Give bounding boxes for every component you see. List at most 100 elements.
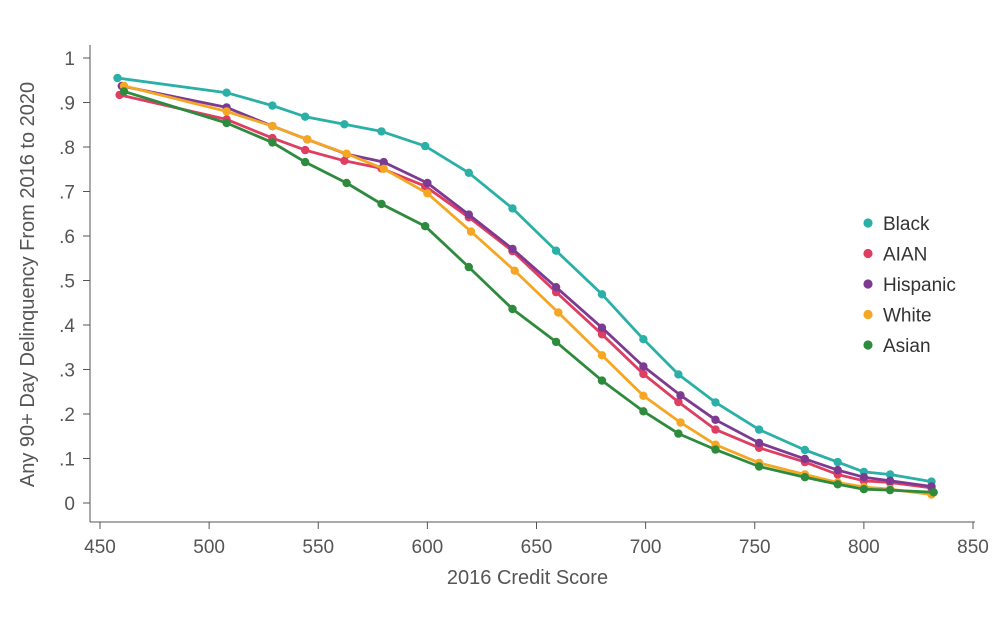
data-point-black bbox=[674, 370, 683, 379]
data-point-white bbox=[423, 189, 432, 198]
data-point-black bbox=[421, 141, 430, 151]
data-point-white bbox=[676, 418, 685, 427]
data-point-asian bbox=[268, 138, 277, 147]
data-point-asian bbox=[639, 407, 648, 416]
x-tick-label: 800 bbox=[848, 537, 880, 558]
data-point-asian bbox=[885, 485, 895, 495]
legend: Black AIAN Hispanic White Asian bbox=[863, 214, 956, 357]
data-point-hispanic bbox=[711, 415, 720, 424]
x-tick-label: 550 bbox=[302, 537, 334, 558]
data-point-hispanic bbox=[754, 438, 764, 448]
y-axis-ticks: 0 .1 .2 .3 .4 .5 .6 .7 .8 .9 1 bbox=[59, 49, 90, 515]
data-point-hispanic bbox=[379, 157, 388, 167]
data-point-asian bbox=[597, 376, 607, 385]
data-point-white bbox=[466, 227, 476, 236]
data-point-white bbox=[268, 121, 277, 131]
y-tick-label: .3 bbox=[59, 361, 75, 382]
data-point-asian bbox=[342, 178, 351, 188]
y-tick-label: .7 bbox=[59, 183, 75, 204]
y-tick-label: .1 bbox=[59, 450, 75, 471]
data-point-hispanic bbox=[551, 283, 561, 292]
data-point-black bbox=[222, 88, 231, 97]
legend-label: AIAN bbox=[883, 245, 927, 266]
y-axis-title: Any 90+ Day Delinquency From 2016 to 202… bbox=[17, 82, 39, 487]
data-point-black bbox=[377, 127, 386, 136]
legend-marker bbox=[863, 218, 873, 228]
legend-marker bbox=[863, 340, 873, 350]
data-point-aian bbox=[711, 425, 720, 434]
legend-label: Asian bbox=[883, 336, 931, 357]
x-axis-ticks: 450 500 550 600 650 700 750 800 850 bbox=[84, 522, 989, 558]
data-point-aian bbox=[301, 145, 310, 155]
legend-label: Black bbox=[883, 214, 930, 235]
series-layer bbox=[113, 73, 938, 499]
x-tick-label: 600 bbox=[412, 537, 444, 558]
series-hispanic bbox=[117, 81, 936, 491]
data-point-black bbox=[464, 168, 473, 177]
legend-marker bbox=[863, 248, 873, 259]
data-point-black bbox=[754, 425, 764, 434]
data-point-white bbox=[379, 164, 388, 173]
y-tick-label: .4 bbox=[59, 316, 75, 337]
series-line-hispanic bbox=[120, 84, 933, 488]
x-tick-label: 850 bbox=[957, 537, 989, 558]
y-tick-label: .5 bbox=[59, 272, 75, 293]
data-point-hispanic bbox=[597, 323, 607, 332]
data-point-white bbox=[303, 135, 312, 144]
data-point-black bbox=[551, 246, 561, 255]
series-black bbox=[113, 73, 936, 486]
data-point-asian bbox=[119, 87, 129, 96]
data-point-black bbox=[508, 204, 517, 213]
data-point-black bbox=[113, 73, 122, 83]
x-tick-label: 450 bbox=[84, 537, 116, 558]
data-point-hispanic bbox=[676, 391, 685, 400]
data-point-asian bbox=[551, 337, 561, 347]
data-point-white bbox=[554, 308, 563, 317]
series-white bbox=[119, 81, 936, 499]
data-point-white bbox=[222, 107, 231, 116]
data-point-asian bbox=[711, 445, 720, 454]
data-point-asian bbox=[222, 118, 231, 128]
data-point-black bbox=[301, 112, 310, 121]
data-point-hispanic bbox=[639, 362, 648, 371]
data-point-hispanic bbox=[508, 244, 517, 254]
series-line-aian bbox=[118, 93, 933, 490]
data-point-black bbox=[711, 398, 720, 407]
series-asian bbox=[119, 87, 938, 497]
data-point-hispanic bbox=[833, 465, 842, 475]
y-tick-label: .9 bbox=[59, 94, 75, 115]
data-point-asian bbox=[929, 488, 938, 497]
data-point-white bbox=[342, 149, 351, 158]
legend-label: White bbox=[883, 306, 932, 327]
data-point-asian bbox=[377, 199, 386, 209]
data-point-hispanic bbox=[800, 454, 810, 464]
data-point-asian bbox=[833, 480, 842, 489]
x-tick-label: 700 bbox=[630, 537, 662, 558]
data-point-black bbox=[885, 470, 895, 479]
data-point-aian bbox=[597, 330, 607, 339]
x-tick-label: 650 bbox=[521, 537, 553, 558]
x-tick-label: 500 bbox=[193, 537, 225, 558]
data-point-aian bbox=[639, 369, 648, 379]
data-point-black bbox=[833, 457, 842, 467]
y-tick-label: .6 bbox=[59, 227, 75, 248]
series-line-asian bbox=[122, 90, 936, 494]
data-point-asian bbox=[301, 157, 310, 167]
x-tick-label: 750 bbox=[739, 537, 771, 558]
y-tick-label: .8 bbox=[59, 138, 75, 159]
data-point-asian bbox=[800, 473, 810, 482]
data-point-black bbox=[800, 445, 810, 455]
y-tick-label: .2 bbox=[59, 405, 75, 426]
data-point-hispanic bbox=[423, 178, 432, 188]
data-point-asian bbox=[464, 262, 473, 272]
data-point-black bbox=[597, 290, 607, 299]
data-point-aian bbox=[674, 397, 683, 407]
x-axis-title: 2016 Credit Score bbox=[447, 567, 608, 589]
data-point-asian bbox=[754, 462, 764, 471]
data-point-white bbox=[510, 266, 519, 275]
series-line-black bbox=[116, 76, 933, 484]
series-line-white bbox=[122, 84, 933, 496]
data-point-asian bbox=[421, 222, 430, 231]
axes: 450 500 550 600 650 700 750 800 850 0 .1 .2 .3 .4 .5.… bbox=[59, 45, 989, 558]
